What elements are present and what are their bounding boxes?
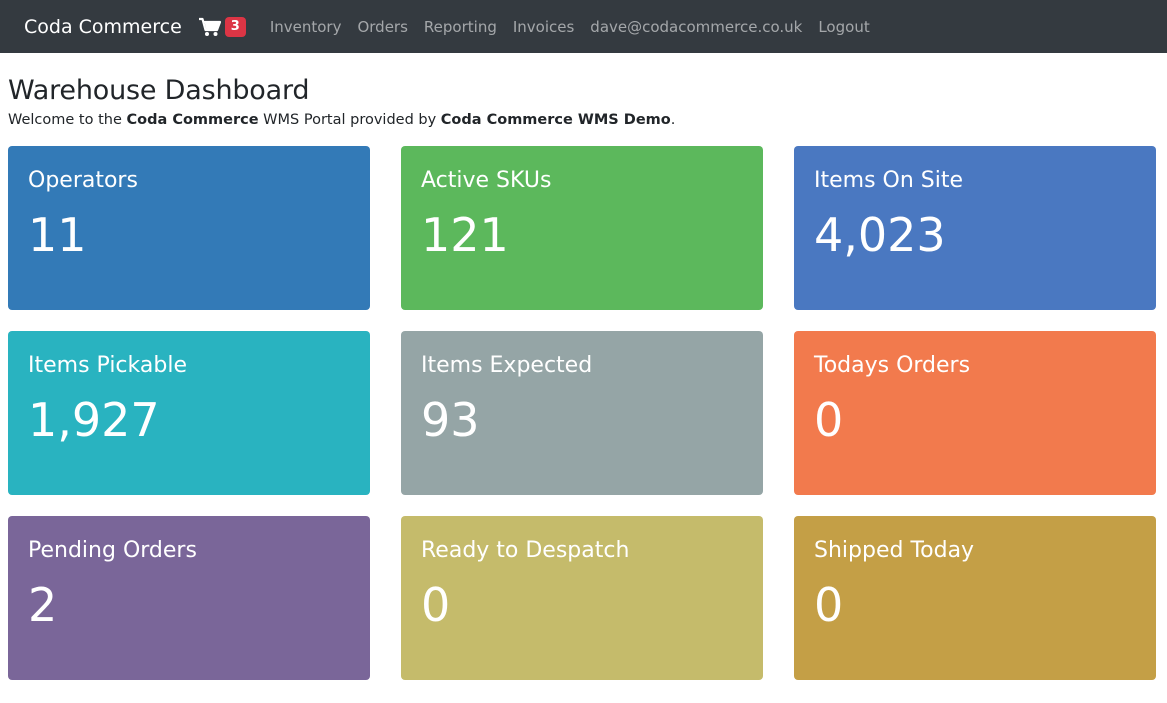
nav-orders[interactable]: Orders bbox=[357, 17, 408, 36]
card-value: 121 bbox=[421, 208, 509, 262]
card-label: Items On Site bbox=[814, 168, 964, 193]
card-value: 93 bbox=[421, 393, 480, 447]
card-items-pickable: Items Pickable 1,927 bbox=[8, 331, 370, 495]
card-value: 11 bbox=[28, 208, 87, 262]
main-content: Warehouse Dashboard Welcome to the Coda … bbox=[0, 75, 1167, 680]
card-label: Shipped Today bbox=[814, 538, 975, 563]
welcome-suffix: . bbox=[670, 112, 676, 128]
card-label: Items Expected bbox=[421, 353, 593, 378]
card-shipped-today: Shipped Today 0 bbox=[794, 516, 1156, 680]
card-items-on-site: Items On Site 4,023 bbox=[794, 146, 1156, 310]
card-value: 4,023 bbox=[814, 208, 946, 262]
main-nav: Inventory Orders Reporting Invoices dave… bbox=[270, 18, 886, 36]
brand-link[interactable]: Coda Commerce bbox=[24, 15, 182, 38]
card-label: Operators bbox=[28, 168, 138, 193]
card-todays-orders: Todays Orders 0 bbox=[794, 331, 1156, 495]
cart-button[interactable]: 3 bbox=[198, 16, 246, 37]
nav-invoices[interactable]: Invoices bbox=[512, 17, 575, 36]
welcome-text: Welcome to the Coda Commerce WMS Portal … bbox=[8, 112, 1155, 128]
nav-reporting[interactable]: Reporting bbox=[423, 17, 497, 36]
card-items-expected: Items Expected 93 bbox=[401, 331, 763, 495]
top-navbar: Coda Commerce 3 Inventory Orders Reporti… bbox=[0, 0, 1167, 53]
card-value: 1,927 bbox=[28, 393, 160, 447]
nav-logout[interactable]: Logout bbox=[818, 17, 870, 36]
stats-grid: Operators 11 Active SKUs 121 Items On Si… bbox=[8, 146, 1156, 680]
card-value: 0 bbox=[814, 393, 844, 447]
nav-user-email[interactable]: dave@codacommerce.co.uk bbox=[590, 17, 803, 36]
card-label: Items Pickable bbox=[28, 353, 187, 378]
card-active-skus: Active SKUs 121 bbox=[401, 146, 763, 310]
card-label: Pending Orders bbox=[28, 538, 197, 563]
welcome-middle: WMS Portal provided by bbox=[258, 112, 441, 128]
card-value: 0 bbox=[814, 578, 844, 632]
card-operators: Operators 11 bbox=[8, 146, 370, 310]
welcome-prefix: Welcome to the bbox=[8, 112, 127, 128]
card-label: Todays Orders bbox=[814, 353, 971, 378]
nav-inventory[interactable]: Inventory bbox=[269, 17, 342, 36]
card-label: Active SKUs bbox=[421, 168, 552, 193]
card-pending-orders: Pending Orders 2 bbox=[8, 516, 370, 680]
cart-icon bbox=[198, 17, 222, 37]
card-value: 2 bbox=[28, 578, 58, 632]
page-title: Warehouse Dashboard bbox=[8, 75, 310, 106]
welcome-provider: Coda Commerce WMS Demo bbox=[440, 112, 671, 128]
card-label: Ready to Despatch bbox=[421, 538, 630, 563]
card-ready-to-despatch: Ready to Despatch 0 bbox=[401, 516, 763, 680]
welcome-company: Coda Commerce bbox=[126, 112, 259, 128]
card-value: 0 bbox=[421, 578, 451, 632]
cart-count-badge: 3 bbox=[224, 16, 246, 37]
